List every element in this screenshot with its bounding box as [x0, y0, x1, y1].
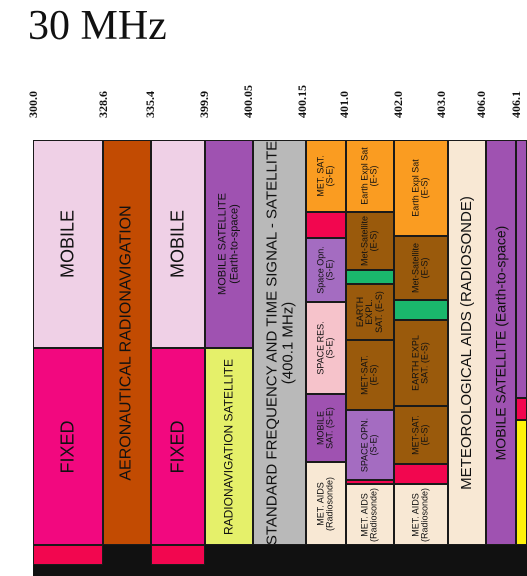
frequency-label-400-05: 400.05	[241, 85, 255, 118]
band-met-aids-3: MET. AIDS (Radiosonde)	[394, 484, 448, 545]
band-space-opn-2: SPACE OPN. (S-E)	[346, 410, 394, 480]
fixed-marker-2	[151, 545, 205, 565]
band-green-1	[346, 270, 394, 284]
band-mobile-2: MOBILE	[151, 140, 205, 348]
band-mobile-sat-se: MOBILE SAT. (S-E)	[306, 394, 346, 462]
frequency-label-400-15: 400.15	[295, 85, 309, 118]
band-space-opn-2-label: SPACE OPN. (S-E)	[359, 417, 379, 473]
band-met-aids-2: MET. AIDS (Radiosonde)	[346, 484, 394, 545]
band-met-aids-2-label: MET. AIDS (Radiosonde)	[359, 487, 379, 542]
band-met-sat-es-label: MET-SAT. (E-S)	[359, 355, 379, 395]
band-radionav-sat: RADIONAVIGATION SATELLITE	[205, 348, 253, 545]
band-met-sat-3-label: MET-SAT. (E-S)	[410, 415, 430, 455]
band-earth-expl-1-label: Earth Expl Sat (E-S)	[359, 147, 379, 205]
band-met-aids-radiosonde: METEOROLOGICAL AIDS (RADIOSONDE)	[448, 140, 486, 545]
band-fixed-2: FIXED	[151, 348, 205, 545]
band-earth-expl-sat-4-label: EARTH EXPL SAT. (E-S)	[410, 335, 430, 391]
band-met-sat-1: MET. SAT. (S-E)	[306, 140, 346, 212]
band-fixed-1: FIXED	[33, 348, 103, 545]
band-met-satellite-1: Met-Satellite (E-S)	[346, 212, 394, 270]
band-earth-expl-sat-2-label: EARTH EXPL. SAT. (E-S)	[354, 291, 384, 333]
band-met-aids-1: MET. AIDS (Radiosonde)	[306, 462, 346, 545]
frequency-label-406-1: 406.1	[509, 91, 523, 118]
bottom-strip	[33, 545, 527, 576]
band-met-satellite-1-label: Met-Satellite (E-S)	[359, 215, 379, 267]
band-partial-top	[516, 140, 527, 398]
band-space-res: SPACE RES. (S-E)	[306, 302, 346, 394]
band-mobile-2-label: MOBILE	[167, 209, 188, 279]
band-std-freq: STANDARD FREQUENCY AND TIME SIGNAL - SAT…	[253, 140, 306, 545]
frequency-label-328-6: 328.6	[96, 91, 110, 118]
band-mobile-1: MOBILE	[33, 140, 103, 348]
band-met-aids-3-label: MET. AIDS (Radiosonde)	[410, 487, 430, 542]
band-earth-expl-3: Earth Expl Sat (E-S)	[394, 140, 448, 236]
band-space-opn-1-label: Space Opn. (S-E)	[315, 246, 335, 294]
band-mobile-sat-2-label: MOBILE SATELLITE (Earth-to-space)	[492, 225, 509, 460]
band-met-aids-radiosonde-label: METEOROLOGICAL AIDS (RADIOSONDE)	[458, 195, 476, 490]
band-red-1	[306, 212, 346, 238]
band-partial-radio: RADIO	[516, 420, 527, 545]
band-mobile-sat-label: MOBILE SATELLITE (Earth-to-space)	[216, 193, 240, 295]
frequency-label-401-0: 401.0	[337, 91, 351, 118]
band-met-sat-1-label: MET. SAT. (S-E)	[315, 155, 335, 197]
frequency-label-406-0: 406.0	[474, 91, 488, 118]
band-earth-expl-sat-2: EARTH EXPL. SAT. (E-S)	[346, 284, 394, 340]
band-space-res-label: SPACE RES. (S-E)	[315, 321, 335, 375]
band-mobile-sat-se-label: MOBILE SAT. (S-E)	[315, 407, 335, 449]
band-aero-radionav: AERONAUTICAL RADIONAVIGATION	[103, 140, 151, 545]
frequency-label-300-0: 300.0	[26, 91, 40, 118]
band-earth-expl-3-label: Earth Expl Sat (E-S)	[410, 159, 430, 217]
fixed-marker-1	[33, 545, 103, 565]
band-fixed-1-label: FIXED	[57, 419, 78, 474]
band-partial-red	[516, 398, 527, 420]
page-title: 30 MHz	[28, 3, 167, 49]
band-std-freq-label: STANDARD FREQUENCY AND TIME SIGNAL - SAT…	[262, 140, 296, 545]
band-space-opn-1: Space Opn. (S-E)	[306, 238, 346, 302]
band-met-satellite-2-label: Met-Satellite (E-S)	[410, 242, 430, 294]
band-met-sat-es: MET-SAT. (E-S)	[346, 340, 394, 410]
band-earth-expl-1: Earth Expl Sat (E-S)	[346, 140, 394, 212]
frequency-label-335-4: 335.4	[143, 91, 157, 118]
frequency-label-402-0: 402.0	[391, 91, 405, 118]
band-met-aids-1-label: MET. AIDS (Radiosonde)	[315, 476, 335, 531]
band-mobile-sat-2: MOBILE SATELLITE (Earth-to-space)	[486, 140, 516, 545]
band-mobile-sat: MOBILE SATELLITE (Earth-to-space)	[205, 140, 253, 348]
frequency-label-403-0: 403.0	[434, 91, 448, 118]
band-green-2	[394, 300, 448, 320]
band-red-3	[394, 464, 448, 484]
band-earth-expl-sat-4: EARTH EXPL SAT. (E-S)	[394, 320, 448, 406]
band-red-2	[346, 480, 394, 484]
band-aero-radionav-label: AERONAUTICAL RADIONAVIGATION	[117, 204, 135, 481]
band-mobile-1-label: MOBILE	[57, 209, 78, 279]
band-met-sat-3: MET-SAT. (E-S)	[394, 406, 448, 464]
frequency-label-399-9: 399.9	[197, 91, 211, 118]
band-fixed-2-label: FIXED	[167, 419, 188, 474]
band-radionav-sat-label: RADIONAVIGATION SATELLITE	[221, 358, 236, 535]
band-met-satellite-2: Met-Satellite (E-S)	[394, 236, 448, 300]
